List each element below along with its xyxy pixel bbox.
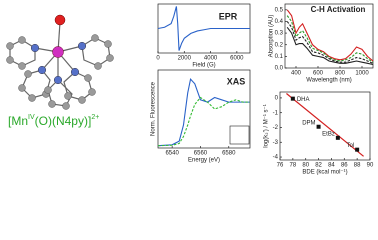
x-axis-label: Wavelength (nm): [306, 78, 351, 84]
molecule: [6, 14, 114, 110]
label-part: [Mn: [8, 114, 28, 128]
data-line: [286, 9, 374, 62]
x-tick-label: 800: [335, 71, 346, 77]
x-tick-label: 600: [313, 71, 324, 77]
data-point: [335, 135, 340, 140]
x-tick-label: 6580: [222, 151, 236, 157]
label-part: IV: [28, 114, 35, 121]
plot-frame: [284, 3, 374, 69]
y-tick-label: -3: [273, 140, 279, 146]
x-tick-label: 76: [277, 163, 284, 169]
x-tick-label: 78: [290, 163, 297, 169]
point-label: DPM: [302, 120, 315, 126]
y-tick-label: -1: [273, 110, 279, 116]
point-label: Tol: [346, 143, 354, 149]
compound-label: [MnIV(O)(N4py)]2+: [8, 114, 99, 128]
x-tick-label: 84: [328, 163, 335, 169]
x-tick-label: 90: [367, 163, 374, 169]
x-tick-label: 1000: [355, 71, 369, 77]
y-tick-label: 0.2: [275, 42, 284, 48]
x-tick-label: 0: [156, 56, 160, 62]
data-line: [286, 15, 374, 63]
label-part: 2+: [91, 114, 99, 121]
point-label: EtBz: [322, 131, 335, 137]
chart-title: C-H Activation: [311, 5, 366, 14]
data-line: [157, 78, 250, 147]
x-tick-label: 2000: [178, 56, 192, 62]
y-tick-label: 0: [275, 95, 279, 101]
chart-title: EPR: [219, 11, 238, 21]
y-tick-label: 0.3: [275, 31, 284, 37]
inset-box: [229, 125, 250, 145]
label-part: (O)(N4py)]: [35, 114, 92, 128]
plot-frame: [279, 91, 371, 161]
y-axis-label: log(k₂′) / M⁻¹ s⁻¹: [264, 104, 270, 147]
y-tick-label: 0.0: [275, 66, 284, 72]
y-tick-label: 0.1: [275, 54, 284, 60]
x-tick-label: 86: [341, 163, 348, 169]
y-axis-label: Norm. Fluorescence: [151, 81, 157, 136]
x-tick-label: 80: [302, 163, 309, 169]
data-point: [355, 147, 360, 152]
point-label: DHA: [297, 97, 310, 103]
data-point: [316, 124, 321, 129]
x-tick-label: 4000: [204, 56, 218, 62]
y-tick-label: 0.4: [275, 19, 284, 25]
y-tick-label: -4: [273, 155, 279, 161]
x-axis-label: Field (G): [192, 63, 215, 69]
x-axis-label: BDE (kcal mol⁻¹): [302, 170, 347, 176]
data-line: [286, 26, 374, 66]
y-tick-label: 0.5: [275, 7, 284, 13]
y-axis-label: Absorption (AU): [269, 15, 275, 58]
y-tick-label: -2: [273, 125, 279, 131]
plot-frame: [157, 69, 251, 149]
x-tick-label: 82: [315, 163, 322, 169]
chart-title: XAS: [227, 76, 246, 86]
x-tick-label: 88: [354, 163, 361, 169]
data-line: [286, 21, 374, 64]
x-axis-label: Energy (eV): [188, 158, 220, 164]
data-line: [157, 6, 250, 51]
data-point: [290, 96, 295, 101]
fit-line: [286, 93, 364, 157]
data-line: [157, 96, 250, 147]
x-tick-label: 400: [291, 71, 302, 77]
x-tick-label: 6540: [165, 151, 179, 157]
x-tick-label: 6000: [230, 56, 244, 62]
x-tick-label: 6560: [194, 151, 208, 157]
